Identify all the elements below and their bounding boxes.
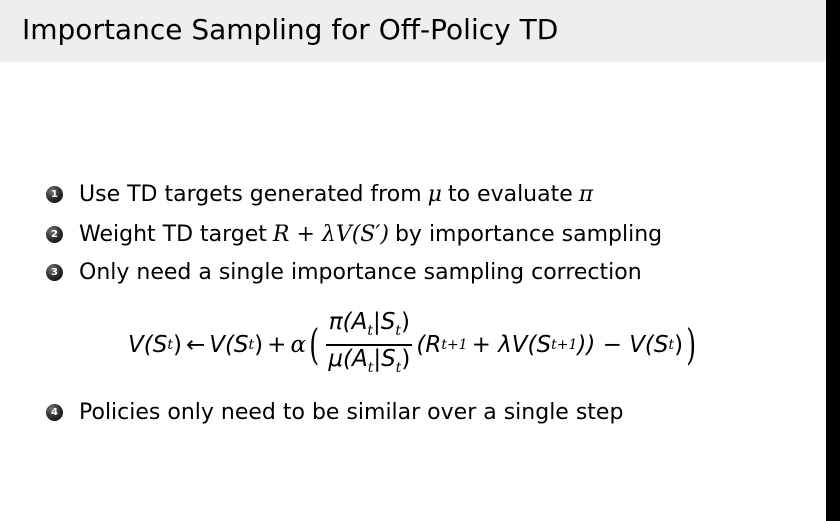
number-bullet-1-icon: 1	[46, 185, 63, 203]
item-3-text: Only need a single importance sampling c…	[79, 259, 642, 285]
alpha-symbol: α	[290, 332, 306, 358]
list-item-2: 2 Weight TD target R + λV(S′) by importa…	[46, 219, 662, 249]
list-item-1: 1 Use TD targets generated from μ to eva…	[46, 179, 593, 209]
right-edge-border	[826, 0, 840, 521]
update-arrow: ←	[185, 332, 206, 358]
item-2-text-after: by importance sampling	[394, 221, 663, 247]
title-bar: Importance Sampling for Off-Policy TD	[0, 0, 826, 62]
item-4-text: Policies only need to be similar over a …	[79, 399, 624, 425]
slide-title: Importance Sampling for Off-Policy TD	[22, 13, 559, 46]
number-bullet-3-icon: 3	[46, 263, 63, 281]
td-update-equation: V(S t) ← V(S t) + α ( π(At|St) μ(At|St) (R…	[128, 309, 700, 378]
list-item-4: 4 Policies only need to be similar over …	[46, 397, 623, 427]
item-2-text-before: Weight TD target	[79, 221, 267, 247]
importance-ratio-fraction: π(At|St) μ(At|St)	[326, 309, 413, 376]
item-1-mu: μ	[427, 181, 442, 207]
item-1-text-before: Use TD targets generated from	[79, 181, 422, 207]
number-bullet-2-icon: 2	[46, 225, 63, 243]
item-1-text-middle: to evaluate	[447, 181, 573, 207]
item-1-pi: π	[578, 181, 594, 207]
list-item-3: 3 Only need a single importance sampling…	[46, 257, 642, 287]
item-2-math: R + λV(S′)	[272, 221, 389, 247]
number-bullet-4-icon: 4	[46, 403, 63, 421]
